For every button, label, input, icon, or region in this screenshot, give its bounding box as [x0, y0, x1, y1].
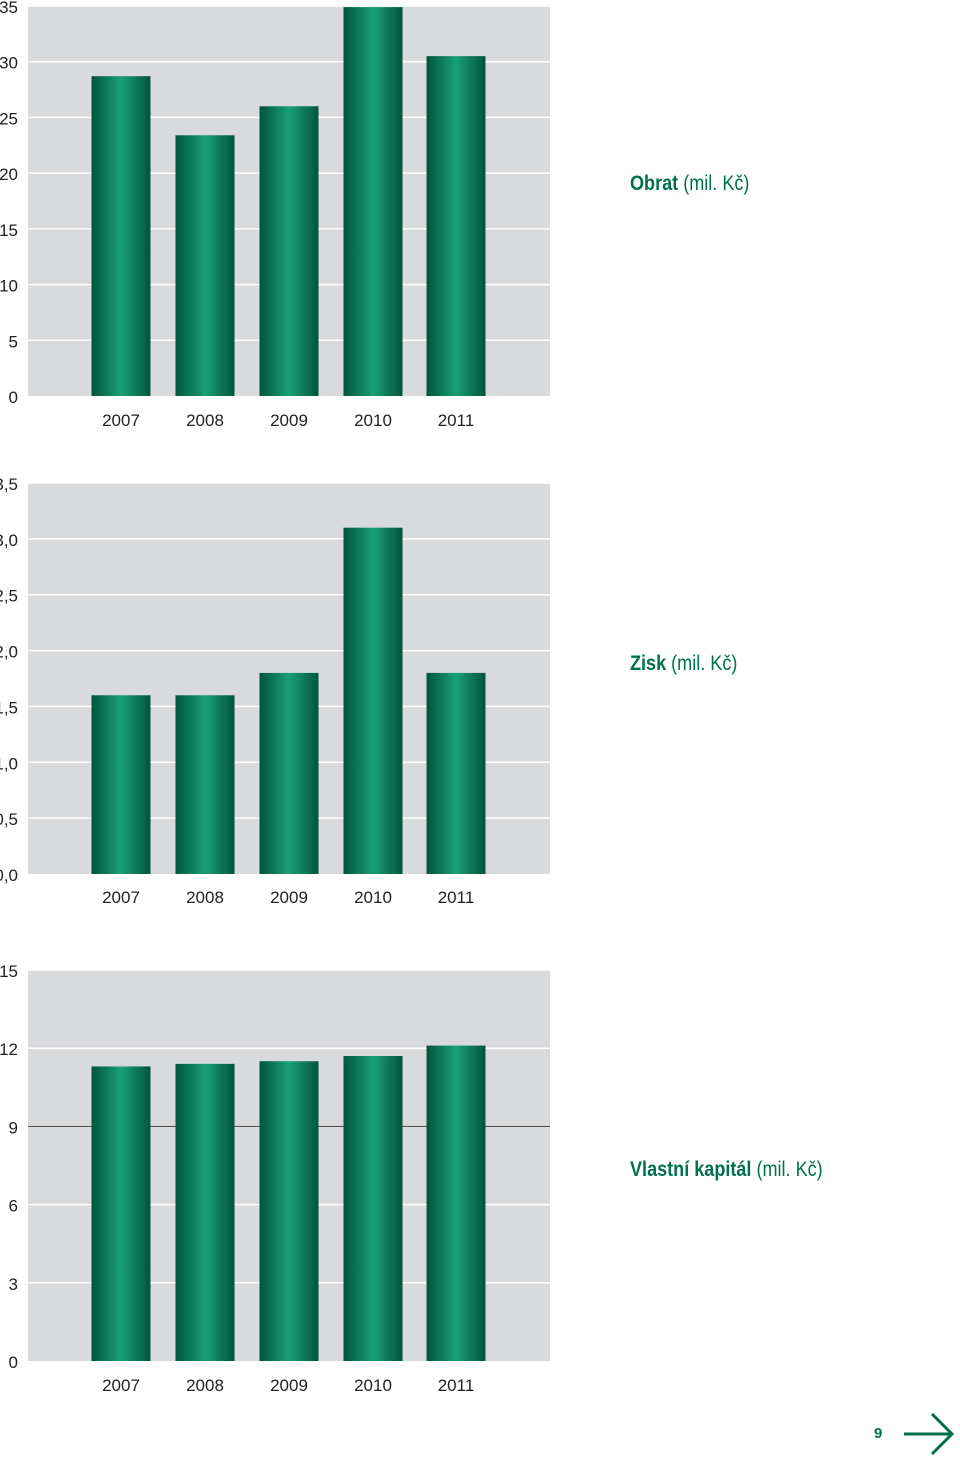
bar-vlastni-kapital-2011: [426, 1045, 486, 1361]
bar-obrat-2007: [91, 76, 151, 396]
chart-title-obrat: Obrat (mil. Kč): [630, 172, 749, 196]
y-tick-label-obrat: 10: [0, 277, 18, 296]
y-tick-label-vlastni-kapital: 9: [9, 1118, 18, 1137]
x-tick-label-zisk: 2008: [186, 888, 224, 907]
y-tick-label-zisk: 0,5: [0, 810, 18, 829]
y-tick-label-zisk: 0,0: [0, 866, 18, 885]
y-tick-label-zisk: 1,0: [0, 754, 18, 773]
chart-title-main: Vlastní kapitál: [630, 1158, 752, 1181]
y-tick-label-zisk: 2,0: [0, 643, 18, 662]
y-tick-label-obrat: 0: [9, 388, 18, 407]
x-tick-label-vlastni-kapital: 2010: [354, 1376, 392, 1395]
x-tick-label-vlastni-kapital: 2011: [438, 1376, 475, 1395]
chart-title-main: Obrat: [630, 172, 679, 195]
chart-title-unit: (mil. Kč): [683, 172, 750, 195]
bar-obrat-2011: [426, 56, 486, 397]
y-tick-label-vlastni-kapital: 12: [0, 1040, 18, 1059]
bar-zisk-2008: [175, 695, 235, 874]
y-tick-label-obrat: 20: [0, 165, 18, 184]
x-tick-label-obrat: 2007: [102, 411, 140, 430]
y-tick-label-zisk: 3,5: [0, 475, 18, 494]
x-tick-label-obrat: 2008: [186, 411, 224, 430]
x-tick-label-zisk: 2011: [438, 888, 475, 907]
y-tick-label-vlastni-kapital: 6: [9, 1197, 18, 1216]
y-tick-label-zisk: 3,0: [0, 531, 18, 550]
bar-zisk-2010: [343, 527, 403, 874]
x-tick-label-zisk: 2009: [270, 888, 308, 907]
y-tick-label-vlastni-kapital: 15: [0, 962, 18, 981]
x-tick-label-vlastni-kapital: 2008: [186, 1376, 224, 1395]
x-tick-label-obrat: 2009: [270, 411, 308, 430]
bar-obrat-2010: [343, 7, 403, 396]
y-tick-label-vlastni-kapital: 3: [9, 1275, 18, 1294]
bar-obrat-2008: [175, 135, 235, 396]
chart-title-unit: (mil. Kč): [671, 652, 738, 675]
chart-title-vlastni-kapital: Vlastní kapitál (mil. Kč): [630, 1158, 823, 1182]
x-tick-label-zisk: 2007: [102, 888, 140, 907]
x-tick-label-vlastni-kapital: 2007: [102, 1376, 140, 1395]
bar-obrat-2009: [259, 106, 319, 397]
y-tick-label-obrat: 15: [0, 221, 18, 240]
bar-zisk-2009: [259, 672, 319, 874]
y-tick-label-obrat: 30: [0, 54, 18, 73]
y-tick-label-obrat: 25: [0, 109, 18, 128]
y-tick-label-zisk: 1,5: [0, 698, 18, 717]
x-tick-label-vlastni-kapital: 2009: [270, 1376, 308, 1395]
arrow-right-icon[interactable]: [902, 1411, 956, 1457]
chart-title-main: Zisk: [630, 652, 667, 675]
bar-vlastni-kapital-2008: [175, 1063, 235, 1361]
y-tick-label-obrat: 5: [9, 332, 18, 351]
page-number: 9: [874, 1425, 883, 1442]
x-tick-label-obrat: 2011: [438, 411, 475, 430]
bar-zisk-2011: [426, 672, 486, 874]
y-tick-label-obrat: 35: [0, 0, 18, 17]
bar-vlastni-kapital-2007: [91, 1066, 151, 1361]
chart-title-zisk: Zisk (mil. Kč): [630, 652, 737, 676]
bar-vlastni-kapital-2009: [259, 1061, 319, 1361]
y-tick-label-zisk: 2,5: [0, 587, 18, 606]
x-tick-label-obrat: 2010: [354, 411, 392, 430]
bar-zisk-2007: [91, 695, 151, 874]
chart-title-unit: (mil. Kč): [756, 1158, 823, 1181]
y-tick-label-vlastni-kapital: 0: [9, 1353, 18, 1372]
bar-vlastni-kapital-2010: [343, 1056, 403, 1361]
x-tick-label-zisk: 2010: [354, 888, 392, 907]
